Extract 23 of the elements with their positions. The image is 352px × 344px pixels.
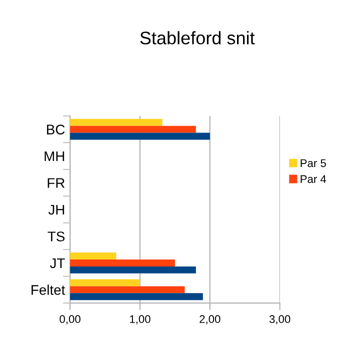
chart-title: Stableford snit [140,31,255,44]
y-tick-label: Feltet [32,284,66,295]
bar [70,279,140,286]
bar [70,259,175,266]
legend-label: Par 4 [300,175,326,184]
y-tick-label: FR [48,178,65,188]
y-tick-label: MH [44,152,64,162]
y-tick-label: JH [48,204,64,215]
x-tick-label: 1,00 [130,315,150,324]
x-tick-label: 3,00 [269,315,290,324]
y-tick-label: JT [50,258,65,268]
bar [70,126,196,133]
x-tick-label: 0,00 [60,315,80,324]
bar [70,252,116,260]
y-tick-label: TS [48,232,65,242]
bar [70,118,162,126]
bar [70,293,203,300]
bar [70,132,210,140]
y-tick-label: BC [47,124,65,134]
bar [70,286,185,294]
x-tick-label: 2,00 [200,315,220,324]
legend-label: Par 5 [300,159,326,168]
bar [70,266,196,274]
